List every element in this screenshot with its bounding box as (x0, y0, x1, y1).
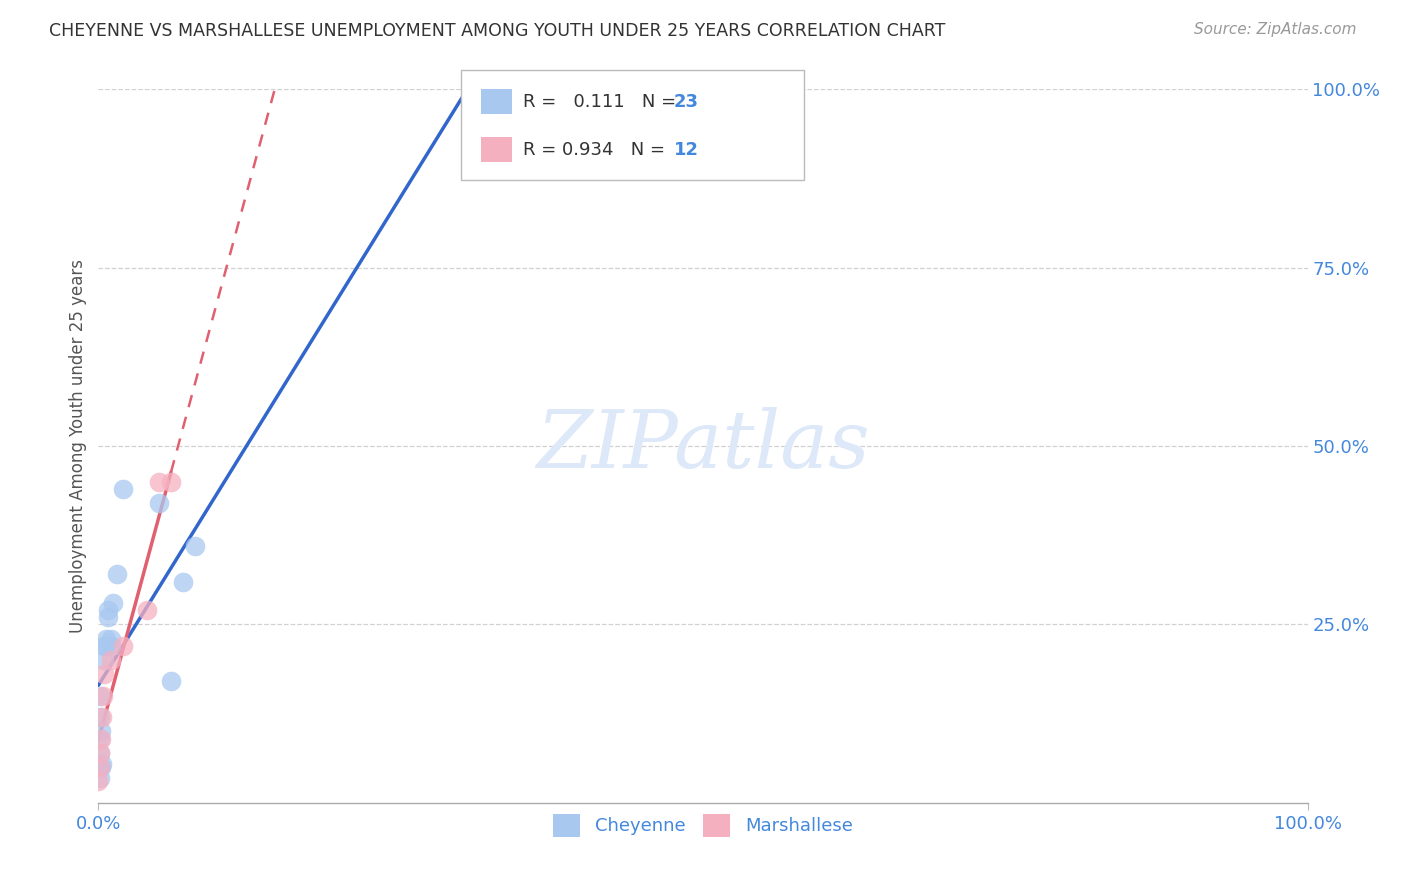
Point (90, 760, 112, 774)
Point (89, 689, 111, 703)
Point (89, 746, 111, 760)
Point (87, 774, 110, 789)
Point (93, 639, 115, 653)
Text: 12: 12 (673, 141, 699, 159)
Point (100, 632, 122, 646)
Y-axis label: Unemployment Among Youth under 25 years: Unemployment Among Youth under 25 years (69, 259, 87, 633)
Point (160, 475, 183, 489)
Point (105, 567, 128, 582)
Point (89, 746, 111, 760)
Point (101, 596, 124, 610)
Point (97, 610, 120, 624)
Point (160, 674, 183, 689)
Point (100, 653, 122, 667)
Point (89, 771, 111, 785)
Point (91, 756, 114, 771)
Point (135, 603, 157, 617)
Point (148, 475, 170, 489)
Point (148, 496, 170, 510)
Point (184, 539, 207, 553)
Point (111, 482, 134, 496)
Text: Source: ZipAtlas.com: Source: ZipAtlas.com (1194, 22, 1357, 37)
Point (91, 710, 114, 724)
Point (111, 639, 134, 653)
Point (89, 731, 111, 746)
Point (94, 639, 117, 653)
Point (97, 603, 120, 617)
Text: R =   0.111   N =: R = 0.111 N = (523, 93, 682, 111)
Text: ZIPatlas: ZIPatlas (536, 408, 870, 484)
Text: 23: 23 (673, 93, 699, 111)
Text: R = 0.934   N =: R = 0.934 N = (523, 141, 671, 159)
Point (93, 667, 115, 681)
Point (91, 689, 114, 703)
Text: CHEYENNE VS MARSHALLESE UNEMPLOYMENT AMONG YOUTH UNDER 25 YEARS CORRELATION CHAR: CHEYENNE VS MARSHALLESE UNEMPLOYMENT AMO… (49, 22, 946, 40)
Point (94, 632, 117, 646)
Point (89, 710, 111, 724)
Point (172, 574, 194, 589)
Legend: Cheyenne, Marshallese: Cheyenne, Marshallese (546, 807, 860, 844)
Point (93, 653, 115, 667)
Point (90, 731, 112, 746)
Point (90, 724, 112, 739)
Point (89, 760, 111, 774)
Point (100, 639, 122, 653)
